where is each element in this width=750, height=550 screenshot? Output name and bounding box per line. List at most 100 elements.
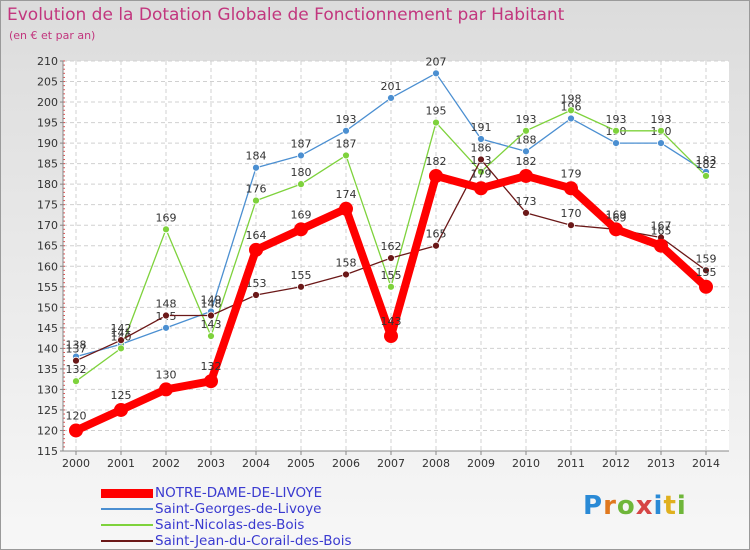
data-label: 138 xyxy=(66,339,87,352)
data-label: 182 xyxy=(516,155,537,168)
x-tick-label: 2008 xyxy=(422,457,450,470)
data-point xyxy=(432,69,440,78)
legend-item: NOTRE-DAME-DE-LIVOYE xyxy=(101,485,352,501)
data-point xyxy=(297,151,305,160)
legend-label: Saint-Jean-du-Corail-des-Bois xyxy=(155,533,352,549)
data-point xyxy=(339,201,353,216)
data-label: 201 xyxy=(381,80,402,93)
data-point xyxy=(297,282,305,291)
y-tick-label: 195 xyxy=(37,117,58,130)
data-point xyxy=(207,332,215,340)
x-tick-label: 2014 xyxy=(692,457,720,470)
data-point xyxy=(117,344,125,353)
legend-item: Saint-Jean-du-Corail-des-Bois xyxy=(101,533,352,549)
data-label: 162 xyxy=(381,240,402,253)
data-point xyxy=(207,311,215,320)
data-point xyxy=(474,181,488,196)
data-point xyxy=(522,208,530,217)
chart-subtitle: (en € et par an) xyxy=(9,29,96,42)
x-tick-label: 2003 xyxy=(197,457,225,470)
proxiti-logo: Proxiti xyxy=(583,491,687,521)
y-tick-label: 175 xyxy=(37,199,58,212)
data-point xyxy=(702,266,710,275)
data-label: 143 xyxy=(381,315,402,328)
data-label: 179 xyxy=(471,167,492,180)
legend-swatch xyxy=(101,508,153,510)
data-label: 198 xyxy=(561,92,582,105)
data-point xyxy=(564,181,578,196)
x-tick-label: 2013 xyxy=(647,457,675,470)
data-point xyxy=(342,126,350,135)
y-tick-label: 185 xyxy=(37,158,58,171)
logo-letter: r xyxy=(603,491,617,521)
data-point xyxy=(702,172,710,180)
data-point xyxy=(162,225,170,234)
data-point xyxy=(72,377,80,386)
y-tick-label: 135 xyxy=(37,363,58,376)
legend-item: Saint-Nicolas-des-Bois xyxy=(101,517,352,533)
data-label: 195 xyxy=(426,105,447,118)
data-point xyxy=(69,423,83,438)
data-point xyxy=(117,336,125,345)
data-point xyxy=(294,222,308,237)
data-point xyxy=(567,106,575,115)
data-point xyxy=(477,167,485,176)
data-label: 188 xyxy=(516,133,537,146)
y-tick-label: 165 xyxy=(37,240,58,253)
y-tick-label: 150 xyxy=(37,301,58,314)
data-label: 193 xyxy=(606,113,627,126)
data-point xyxy=(249,242,263,257)
data-point xyxy=(387,282,395,291)
logo-letter: x xyxy=(635,491,654,521)
data-point xyxy=(432,241,440,250)
x-tick-label: 2011 xyxy=(557,457,585,470)
legend-label: Saint-Nicolas-des-Bois xyxy=(155,517,305,533)
logo-letter: t xyxy=(663,491,677,521)
data-label: 130 xyxy=(156,368,177,381)
chart-title: Evolution de la Dotation Globale de Fonc… xyxy=(7,5,565,25)
data-point xyxy=(387,254,395,262)
data-label: 142 xyxy=(111,322,132,335)
data-point xyxy=(162,323,170,332)
data-point xyxy=(252,196,260,205)
y-tick-label: 160 xyxy=(37,260,58,273)
x-tick-label: 2004 xyxy=(242,457,270,470)
data-label: 153 xyxy=(246,277,267,290)
x-tick-label: 2002 xyxy=(152,457,180,470)
data-label: 207 xyxy=(426,55,447,68)
data-point xyxy=(522,147,530,156)
y-tick-label: 180 xyxy=(37,178,58,191)
data-point xyxy=(519,168,533,183)
data-label: 170 xyxy=(561,207,582,220)
data-label: 184 xyxy=(246,150,267,163)
data-point xyxy=(477,155,485,164)
y-tick-label: 155 xyxy=(37,281,58,294)
y-tick-label: 115 xyxy=(37,445,58,458)
data-point xyxy=(432,118,440,127)
legend-swatch xyxy=(101,488,153,498)
data-point xyxy=(477,135,485,143)
data-point xyxy=(387,94,395,102)
data-label: 193 xyxy=(336,113,357,126)
data-label: 155 xyxy=(696,266,717,279)
data-label: 132 xyxy=(66,363,87,376)
data-label: 167 xyxy=(651,220,672,233)
data-label: 120 xyxy=(66,409,87,422)
data-label: 149 xyxy=(201,293,222,306)
data-label: 179 xyxy=(561,167,582,180)
data-label: 193 xyxy=(516,113,537,126)
y-tick-label: 200 xyxy=(37,96,58,109)
y-tick-label: 210 xyxy=(37,55,58,68)
logo-letter: i xyxy=(653,491,664,521)
data-label: 182 xyxy=(696,158,717,171)
data-point xyxy=(72,356,80,365)
data-point xyxy=(384,329,398,344)
data-label: 187 xyxy=(336,137,357,150)
data-label: 174 xyxy=(336,188,357,201)
x-tick-label: 2009 xyxy=(467,457,495,470)
data-label: 180 xyxy=(291,166,312,179)
data-point xyxy=(654,238,668,253)
y-tick-label: 190 xyxy=(37,137,58,150)
data-label: 165 xyxy=(426,228,447,241)
data-label: 164 xyxy=(246,229,267,242)
